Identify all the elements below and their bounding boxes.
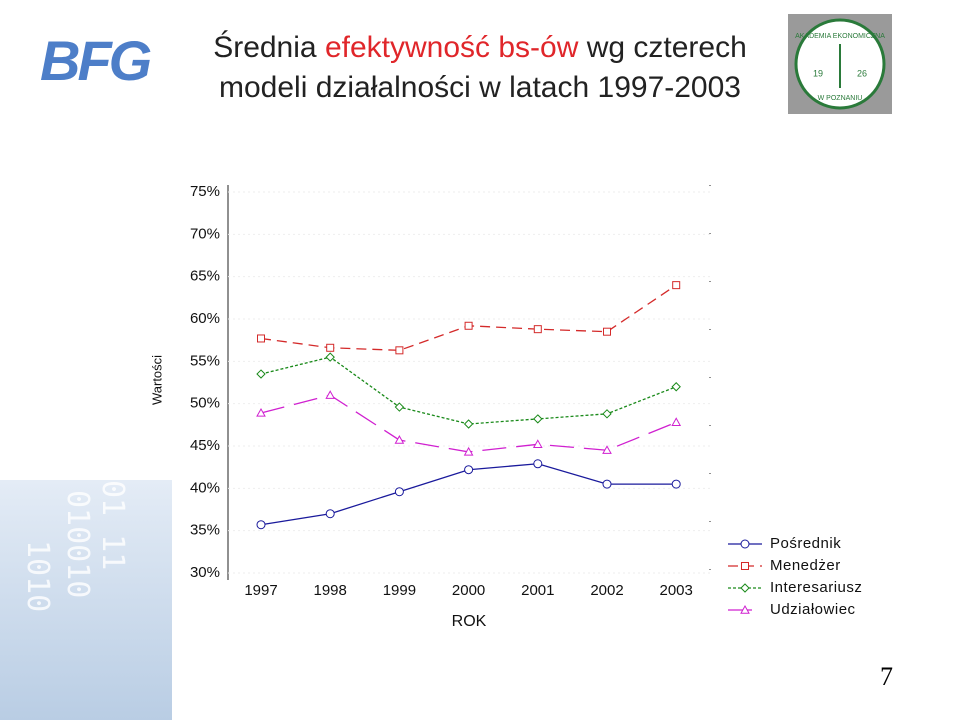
title-highlight: efektywność bs-ów — [324, 31, 579, 64]
x-tick-label: 1997 — [244, 582, 277, 599]
y-tick-label: 45% — [190, 437, 220, 454]
x-tick-label: 2003 — [660, 582, 693, 599]
data-point — [463, 419, 474, 429]
title-text: wg czterech — [586, 31, 747, 64]
data-point — [671, 479, 681, 489]
y-tick-label: 60% — [190, 310, 220, 327]
legend-label: Udziałowiec — [770, 601, 856, 618]
data-point — [602, 445, 612, 454]
data-point — [325, 509, 335, 519]
x-tick-label: 2001 — [521, 582, 554, 599]
data-point — [256, 369, 266, 379]
data-point — [464, 465, 474, 475]
data-point — [256, 520, 266, 530]
data-point — [533, 414, 543, 424]
y-tick-label: 55% — [190, 352, 220, 369]
logo-text: W POZNANIU — [818, 95, 863, 102]
data-point — [671, 382, 681, 392]
slide-title: Średnia efektywność bs-ów wg czterech mo… — [180, 28, 780, 108]
data-point — [463, 446, 474, 456]
data-point — [257, 334, 265, 343]
logo-year: 26 — [857, 68, 867, 78]
decoration: 010010 01 11 1010 — [0, 480, 172, 720]
title-text: Średnia — [213, 31, 317, 64]
data-point — [602, 409, 612, 419]
legend-label: Menedżer — [770, 557, 841, 574]
data-point — [326, 343, 335, 352]
y-tick-label: 40% — [190, 479, 220, 496]
y-tick-label: 30% — [190, 564, 220, 581]
y-tick-label: 35% — [190, 522, 220, 539]
data-point — [672, 281, 681, 290]
data-point — [532, 439, 543, 449]
data-point — [671, 417, 682, 426]
data-point — [325, 390, 336, 399]
legend-label: Interesariusz — [770, 579, 862, 596]
logo-year: 19 — [813, 68, 823, 78]
data-point — [533, 459, 543, 469]
logo-text: AKADEMIA EKONOMICZNA — [795, 33, 885, 40]
data-point — [464, 321, 473, 330]
y-tick-label: 75% — [190, 183, 220, 200]
data-point — [394, 402, 405, 412]
data-point — [394, 435, 405, 444]
data-point — [394, 487, 404, 497]
y-tick-label: 50% — [190, 395, 220, 412]
logo-academy: AKADEMIA EKONOMICZNA W POZNANIU 19 26 — [788, 14, 892, 114]
x-tick-label: 1998 — [314, 582, 347, 599]
legend-marker — [740, 604, 750, 614]
x-tick-label: 1999 — [383, 582, 416, 599]
y-axis-label: Wartości — [149, 355, 164, 405]
x-axis-label: ROK — [452, 613, 487, 630]
x-tick-label: 2000 — [452, 582, 485, 599]
logo-bfg: BFG — [40, 29, 152, 92]
legend-label: Pośrednik — [770, 535, 841, 552]
y-tick-label: 65% — [190, 268, 220, 285]
data-point — [325, 352, 335, 362]
data-point — [533, 325, 542, 334]
data-point — [395, 346, 404, 355]
chart-panel — [172, 172, 893, 645]
page-number: 7 — [880, 662, 893, 691]
data-point — [603, 327, 611, 336]
x-tick-label: 2002 — [590, 582, 623, 599]
legend-marker — [740, 583, 750, 593]
title-text: modeli działalności w latach 1997-2003 — [219, 71, 741, 104]
logo-graphic: AKADEMIA EKONOMICZNA W POZNANIU 19 26 — [794, 18, 886, 110]
legend-marker — [741, 562, 749, 570]
legend-marker — [740, 539, 750, 549]
data-point — [602, 479, 612, 489]
data-point — [256, 407, 266, 417]
y-tick-label: 70% — [190, 225, 220, 242]
